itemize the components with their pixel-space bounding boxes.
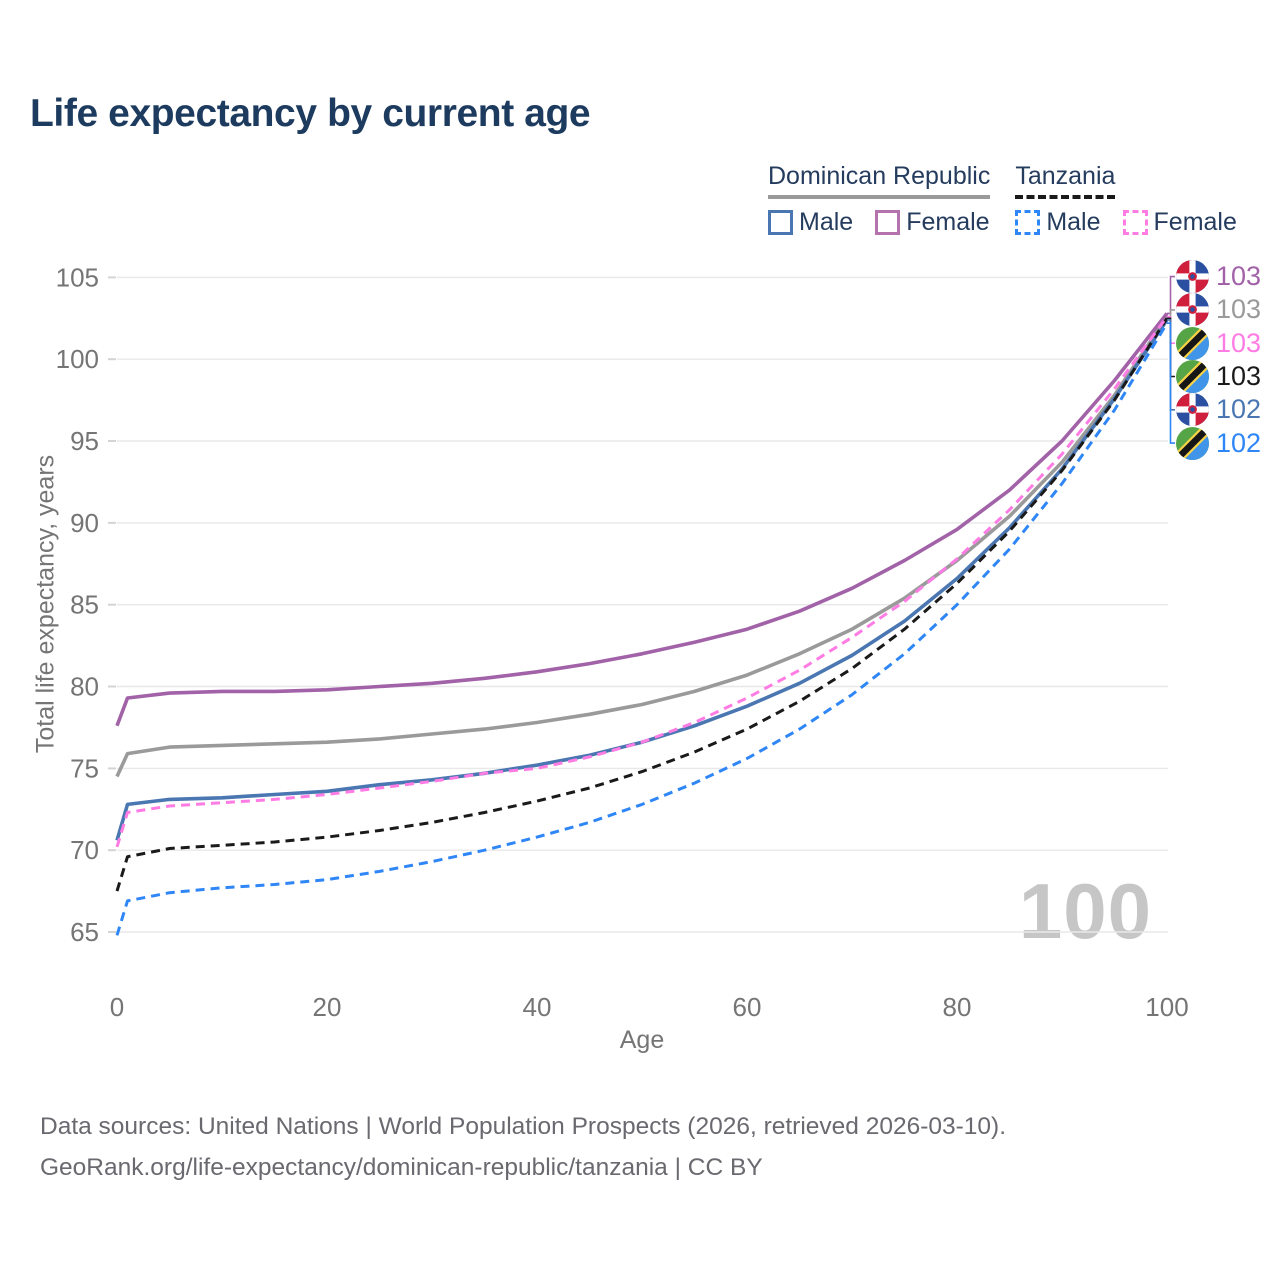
end-value: 103: [1216, 361, 1262, 392]
end-label-tz-total: 103: [1176, 360, 1262, 394]
legend-item-tz-female[interactable]: Female: [1122, 208, 1237, 237]
footer-data-sources: Data sources: United Nations | World Pop…: [40, 1113, 1007, 1140]
series-line-tz_female[interactable]: [115, 315, 1169, 848]
legend-item-dr-male[interactable]: Male: [768, 208, 853, 237]
footer-attribution: GeoRank.org/life-expectancy/dominican-re…: [40, 1154, 763, 1181]
x-tick-label-20: 20: [313, 992, 342, 1022]
age-counter-watermark: 100: [1018, 867, 1152, 955]
end-value: 103: [1216, 294, 1262, 325]
tanzania-flag-icon: [1176, 360, 1209, 394]
series-line-dr_total[interactable]: [115, 315, 1169, 778]
legend-label-dr-male: Male: [799, 208, 854, 236]
y-tick-label-70: 70: [70, 835, 99, 865]
y-tick-label-90: 90: [70, 508, 99, 538]
tz-male-swatch-icon: [1015, 210, 1041, 235]
series-line-tz_total[interactable]: [115, 317, 1169, 892]
dominican-republic-flag-icon: [1176, 260, 1209, 294]
y-tick-label-65: 65: [70, 917, 99, 947]
x-tick-label-60: 60: [733, 992, 762, 1022]
x-axis-title: Age: [619, 1026, 665, 1054]
y-tick-label-100: 100: [56, 344, 99, 374]
legend-item-dr-female[interactable]: Female: [875, 208, 990, 237]
end-label-tz-female: 103: [1176, 326, 1262, 360]
leader-line-tz_male: [1167, 322, 1175, 444]
legend-item-tz-male[interactable]: Male: [1015, 208, 1101, 237]
legend-label-dr-female: Female: [906, 208, 990, 236]
page-title: Life expectancy by current age: [30, 92, 591, 135]
end-value: 102: [1216, 427, 1262, 458]
legend-group-tanzania: Tanzania Male Female: [1015, 162, 1237, 237]
legend-label-tz-male: Male: [1046, 208, 1101, 236]
end-value: 102: [1216, 394, 1262, 425]
legend-country-dominican-republic[interactable]: Dominican Republic: [768, 162, 991, 199]
tanzania-flag-icon: [1176, 426, 1209, 460]
tz-female-swatch-icon: [1122, 210, 1148, 235]
series-line-tz_male[interactable]: [115, 322, 1169, 936]
end-label-tz-male: 102: [1176, 426, 1262, 460]
x-tick-label-40: 40: [523, 992, 552, 1022]
legend-label-tz-female: Female: [1153, 208, 1237, 236]
x-tick-label-100: 100: [1145, 992, 1188, 1022]
x-tick-label-0: 0: [110, 992, 124, 1022]
y-tick-label-95: 95: [70, 426, 99, 456]
x-tick-label-80: 80: [943, 992, 972, 1022]
footer: Data sources: United Nations | World Pop…: [40, 1106, 1006, 1188]
leader-line-dr_female: [1167, 275, 1175, 315]
y-axis-title: Total life expectancy, years: [31, 454, 60, 754]
legend: Dominican Republic Male Female Tanzania …: [768, 162, 1237, 237]
dominican-republic-flag-icon: [1176, 293, 1209, 327]
end-value: 103: [1216, 261, 1262, 292]
end-label-dr-female: 103: [1176, 260, 1262, 294]
legend-group-dominican-republic: Dominican Republic Male Female: [768, 162, 991, 237]
y-tick-label-80: 80: [70, 672, 99, 702]
y-tick-label-105: 105: [56, 262, 99, 292]
series-end-labels: 103 103 103 103 102: [1176, 260, 1261, 460]
dominican-republic-flag-icon: [1176, 393, 1209, 427]
dr-female-swatch-icon: [875, 210, 901, 235]
y-tick-label-85: 85: [70, 590, 99, 620]
legend-country-tanzania[interactable]: Tanzania: [1015, 162, 1116, 199]
y-tick-label-75: 75: [70, 753, 99, 783]
end-label-dr-total: 103: [1176, 293, 1262, 327]
tanzania-flag-icon: [1176, 326, 1209, 360]
series-line-dr_female[interactable]: [115, 312, 1169, 727]
series-line-dr_male[interactable]: [115, 318, 1169, 841]
end-value: 103: [1216, 327, 1262, 358]
end-label-dr-male: 102: [1176, 393, 1262, 427]
dr-male-swatch-icon: [768, 210, 793, 235]
